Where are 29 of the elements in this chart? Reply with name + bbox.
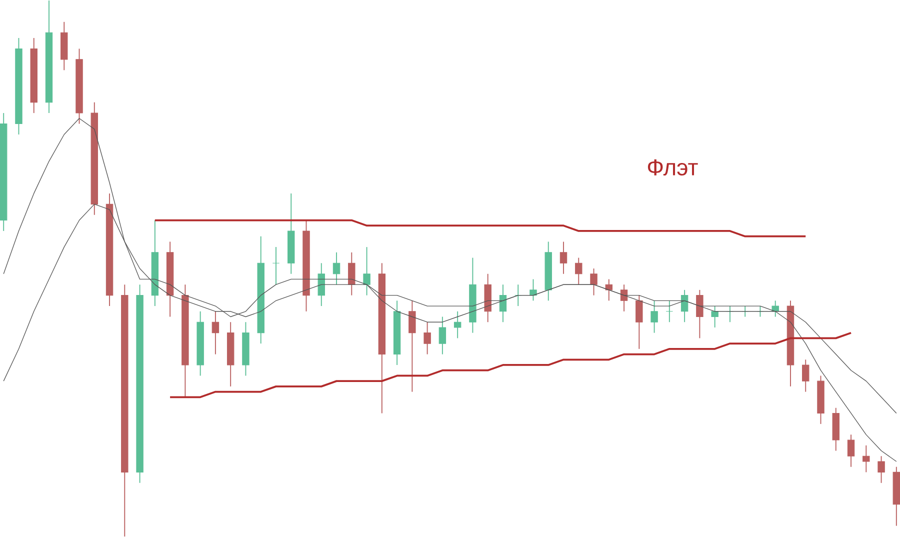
candlestick: [636, 294, 643, 350]
candlestick: [680, 289, 688, 323]
candlestick: [318, 262, 325, 306]
candlestick: [530, 278, 537, 302]
candlestick: [454, 310, 462, 339]
candlestick: [272, 246, 280, 286]
candlestick: [666, 300, 674, 323]
candlestick: [696, 289, 704, 339]
candlestick: [499, 284, 507, 323]
candlestick: [802, 359, 810, 392]
candlestick: [605, 278, 612, 302]
candlestick: [212, 310, 220, 355]
candlestick: [772, 300, 779, 318]
candlestick: [560, 241, 568, 274]
candlestick: [711, 306, 718, 328]
candlestick: [878, 456, 885, 484]
candlestick: [424, 322, 431, 355]
candlestick: [438, 316, 446, 355]
candlestick: [348, 252, 356, 296]
candlestick: [847, 434, 855, 468]
candlestick: [590, 268, 598, 296]
candlestick: [620, 284, 628, 312]
candlestick: [363, 246, 370, 296]
candlestick: [862, 444, 870, 473]
candlestick: [332, 252, 340, 286]
candlestick: [650, 300, 658, 334]
candlestick: [408, 300, 416, 392]
annotation: Флэт: [648, 159, 698, 176]
candlestick: [575, 257, 582, 286]
